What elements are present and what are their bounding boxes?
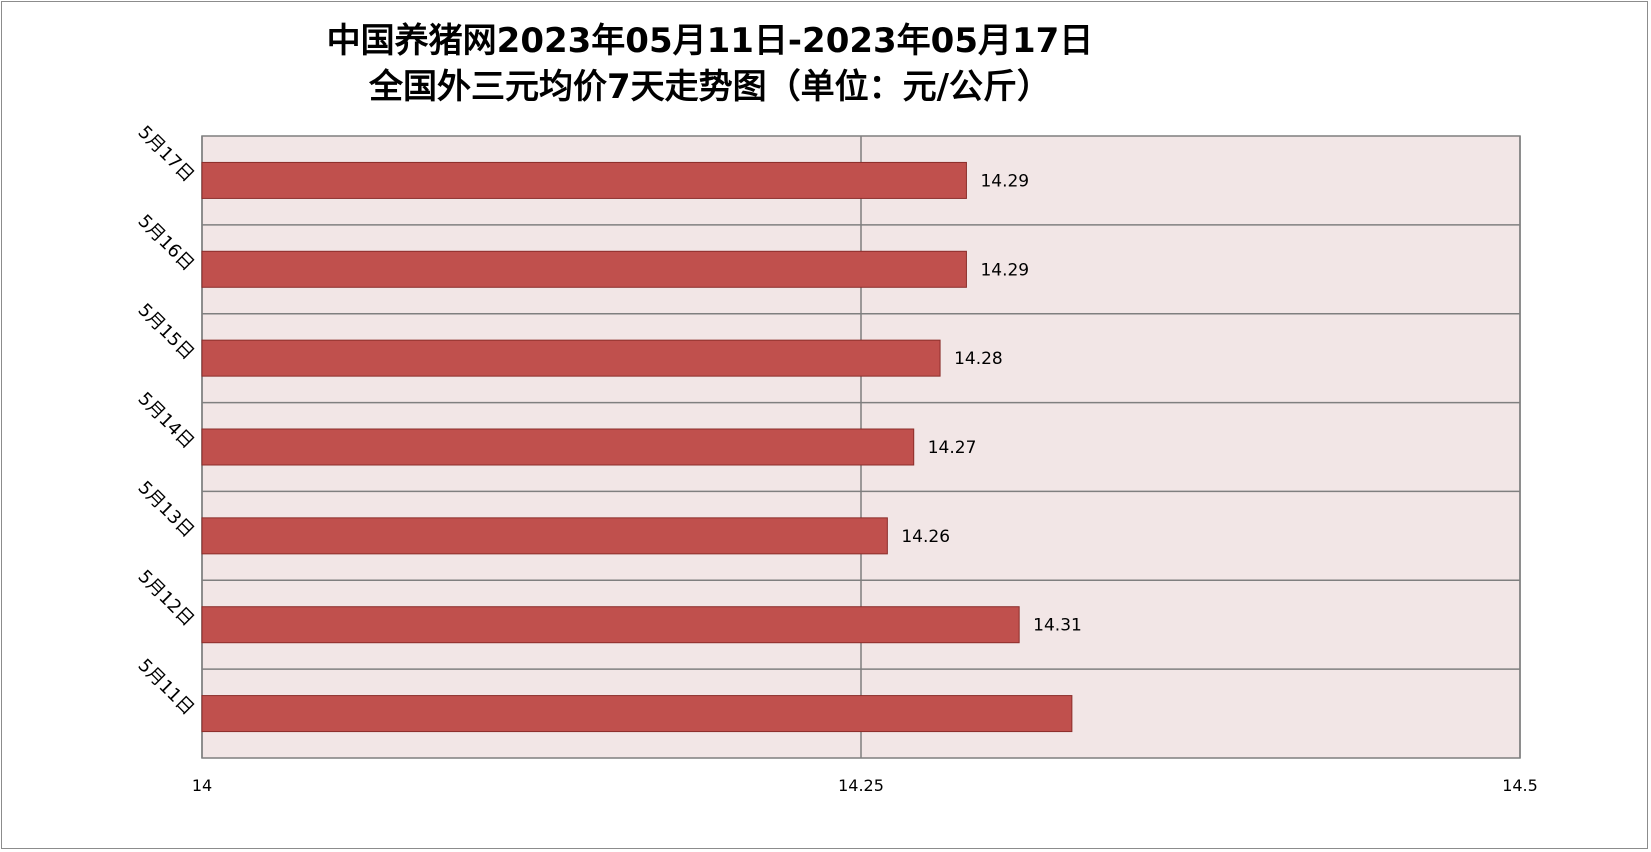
- chart-title-line2: 全国外三元均价7天走势图（单位：元/公斤）: [368, 67, 1052, 107]
- bar: [201, 250, 967, 288]
- category-label: 5月13日: [134, 477, 199, 542]
- data-label: 14.29: [980, 260, 1029, 280]
- data-label: 14.26: [901, 527, 950, 547]
- chart-title: 中国养猪网2023年05月11日-2023年05月17日 全国外三元均价7天走势…: [0, 18, 1420, 110]
- x-tick-label: 14.25: [838, 776, 884, 795]
- bar: [201, 695, 1073, 733]
- x-tick-label: 14.5: [1502, 776, 1538, 795]
- data-label: 14.29: [980, 171, 1029, 191]
- category-label: 5月12日: [134, 566, 199, 631]
- category-label: 5月17日: [134, 122, 199, 187]
- category-label: 5月14日: [134, 388, 199, 453]
- data-label: 14.28: [954, 349, 1003, 369]
- category-label: 5月16日: [134, 211, 199, 276]
- bar: [201, 606, 1020, 644]
- x-tick-label: 14: [192, 776, 212, 795]
- bar: [201, 517, 888, 555]
- category-label: 5月15日: [134, 300, 199, 365]
- bar: [201, 428, 915, 466]
- bar: [201, 339, 941, 377]
- data-label: 14.31: [1033, 616, 1082, 636]
- category-label: 5月11日: [134, 655, 199, 720]
- data-label: 14.27: [928, 438, 977, 458]
- bar: [201, 161, 967, 199]
- chart-title-line1: 中国养猪网2023年05月11日-2023年05月17日: [326, 21, 1094, 61]
